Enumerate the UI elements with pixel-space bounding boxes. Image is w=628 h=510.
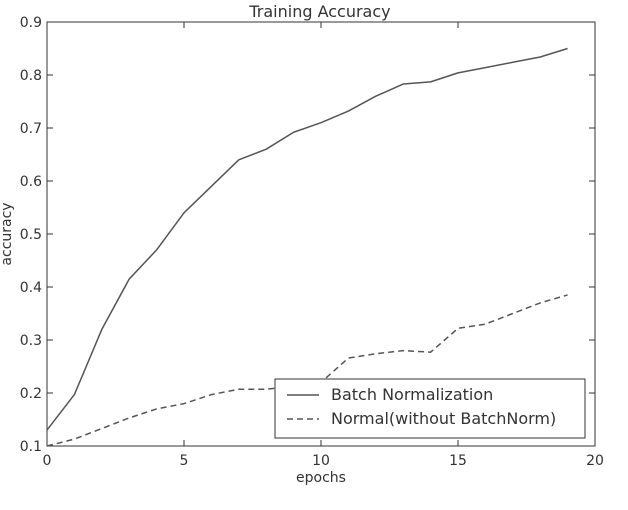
y-tick-label-0.7: 0.7 — [20, 121, 42, 137]
y-axis-title: accuracy — [0, 202, 15, 265]
x-axis-ticks: 0 5 10 15 20 — [43, 22, 604, 469]
y-axis-ticks: 0.1 0.2 0.3 0.4 0.5 0.6 0.7 0.8 0.9 — [20, 15, 595, 455]
y-tick-label-0.4: 0.4 — [20, 280, 42, 296]
y-tick-label-0.8: 0.8 — [20, 68, 42, 84]
legend-label-normal-without-batchnorm: Normal(without BatchNorm) — [331, 409, 556, 428]
x-tick-label-10: 10 — [312, 453, 330, 469]
y-tick-label-0.3: 0.3 — [20, 333, 42, 349]
series-line-normal-without-batchnorm — [46, 294, 568, 447]
legend-label-batch-normalization: Batch Normalization — [331, 385, 493, 404]
y-tick-label-0.2: 0.2 — [20, 386, 42, 402]
y-tick-label-0.5: 0.5 — [20, 227, 42, 243]
x-tick-label-15: 15 — [449, 453, 467, 469]
legend: Batch Normalization Normal(without Batch… — [274, 378, 586, 439]
legend-box — [274, 378, 586, 439]
y-tick-label-0.6: 0.6 — [20, 174, 42, 190]
x-tick-label-20: 20 — [586, 453, 604, 469]
chart-title: Training Accuracy — [248, 2, 390, 21]
x-tick-label-5: 5 — [180, 453, 189, 469]
y-tick-label-0.1: 0.1 — [20, 439, 42, 455]
series-line-batch-normalization — [46, 47, 568, 431]
x-tick-label-0: 0 — [43, 453, 52, 469]
y-tick-label-0.9: 0.9 — [20, 15, 42, 31]
x-axis-title: epochs — [296, 470, 346, 486]
plot-area — [46, 21, 596, 447]
plot-frame — [46, 21, 596, 447]
series-layer — [46, 47, 568, 447]
